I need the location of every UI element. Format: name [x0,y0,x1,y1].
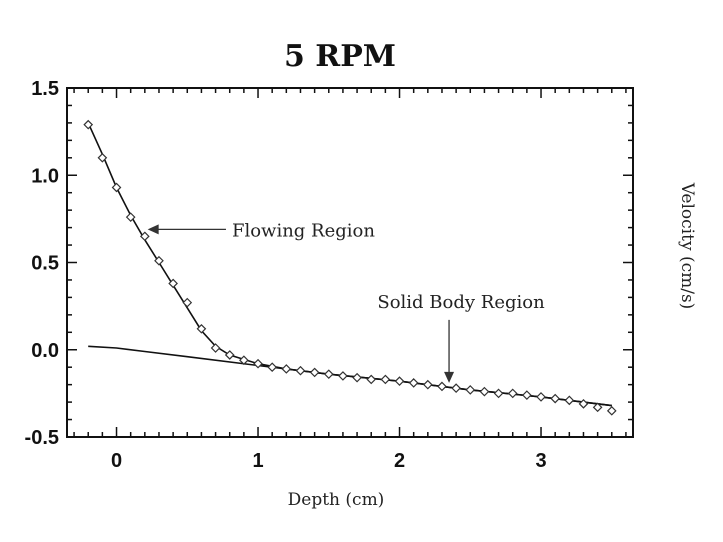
y-tick-label: 1.0 [31,165,59,187]
data-point [422,379,433,390]
data-point [564,395,575,406]
annotation-flowing-region: Flowing Region [232,220,375,241]
y-tick-label: 0.5 [31,253,59,275]
data-point [606,405,617,416]
annotation-solid-body-region: Solid Body Region [377,292,545,313]
annotation-arrowhead [444,371,455,383]
data-point [437,381,447,392]
data-point [323,369,334,380]
data-point [267,362,278,373]
data-point [394,376,405,387]
y-tick-label: 1.5 [31,78,59,100]
data-point [210,343,221,353]
plot-markers [83,119,617,416]
data-point [281,364,292,374]
data-point [295,365,306,376]
plot-frame [66,87,634,438]
x-tick-label: 3 [535,450,546,472]
fit-curve-2 [88,345,612,407]
data-point [224,350,235,360]
data-point [125,212,136,222]
data-point [507,388,518,399]
data-point [380,374,391,385]
data-point [139,231,150,242]
data-point [352,372,362,383]
data-point [465,385,476,395]
y-axis-label: Velocity (cm/s) [677,182,697,310]
data-point [154,255,164,266]
data-point [111,182,122,193]
data-point [578,398,589,409]
plot-axes [66,87,634,438]
x-tick-label: 2 [394,450,405,472]
data-point [366,374,377,385]
data-point [309,367,320,378]
data-point [83,119,94,130]
data-point [479,386,490,397]
x-axis-label: Depth (cm) [288,490,385,510]
annotation-arrowhead [147,224,159,235]
data-point [408,378,419,388]
data-point [493,388,504,399]
annotations: Flowing Region Solid Body Region [147,220,545,383]
data-point [253,358,263,369]
data-point [550,393,561,404]
data-point [451,383,461,393]
x-tick-label: 1 [252,450,263,472]
x-tick-label: 0 [111,450,122,472]
data-point [338,371,348,381]
plot-curves [87,122,612,407]
data-point [536,392,546,402]
fit-curve-1 [87,122,612,407]
axis-ticks: 1.5 1.0 0.5 0.0 -0.5 0 1 2 3 [25,78,633,472]
y-tick-label: 0.0 [31,340,59,362]
data-point [522,390,532,400]
chart-title: 5 RPM [284,39,396,74]
data-point [239,355,249,366]
data-point [168,278,178,289]
data-point [97,152,108,163]
data-point [182,297,193,308]
data-point [196,323,207,334]
y-tick-label: -0.5 [25,427,59,449]
data-point [592,402,603,413]
